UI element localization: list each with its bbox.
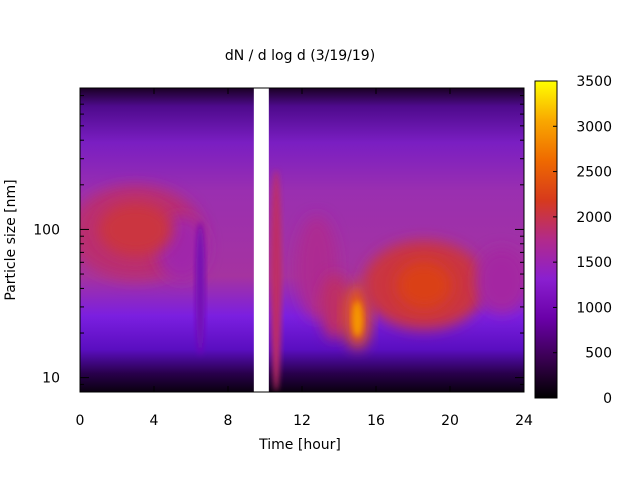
- colorbar-tick-label: 2000: [576, 210, 612, 226]
- y-tick-label: 10: [42, 371, 60, 387]
- x-axis: 0 4 8 12 16 20 24: [76, 88, 533, 429]
- x-axis-label: Time [hour]: [258, 437, 341, 453]
- colorbar-gradient: [534, 80, 558, 399]
- colorbar-tick-label: 3000: [576, 119, 612, 135]
- x-tick-label: 0: [76, 413, 85, 429]
- data-gap: [253, 88, 269, 392]
- colorbar-tick-label: 1000: [576, 300, 612, 316]
- colorbar-tick-label: 1500: [576, 255, 612, 271]
- x-tick-label: 4: [150, 413, 159, 429]
- colorbar-tick-label: 500: [585, 346, 612, 362]
- heatmap-blob-11: [475, 248, 524, 314]
- colorbar-tick-label: 3500: [576, 74, 612, 90]
- x-tick-label: 8: [224, 413, 233, 429]
- y-axis: 10 100: [33, 87, 524, 393]
- heatmap-plot-area: [80, 88, 524, 392]
- heatmap-blob-4: [270, 169, 282, 392]
- heatmap-blob-8: [352, 300, 363, 337]
- y-axis-label: Particle size [nm]: [3, 179, 19, 300]
- x-tick-label: 20: [441, 413, 459, 429]
- heatmap-blob-10: [396, 261, 452, 309]
- chart-title: dN / d log d (3/19/19): [225, 48, 375, 64]
- x-tick-label: 16: [367, 413, 385, 429]
- colorbar: 0 500 1000 1500 2000 2500 3000 3500: [534, 74, 612, 407]
- heatmap-blob-6: [320, 274, 351, 340]
- heatmap-blob-3: [195, 221, 205, 356]
- x-tick-label: 12: [293, 413, 311, 429]
- x-tick-label: 24: [515, 413, 533, 429]
- colorbar-tick-label: 0: [603, 391, 612, 407]
- colorbar-tick-label: 2500: [576, 165, 612, 181]
- heatmap-blob-2: [98, 202, 173, 257]
- y-tick-label: 100: [33, 222, 60, 238]
